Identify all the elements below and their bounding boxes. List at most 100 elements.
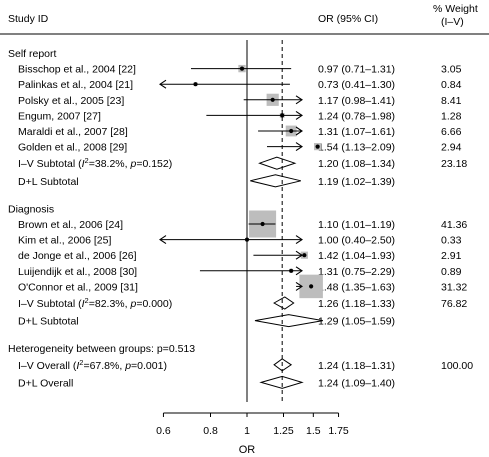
study-1-point-estimate xyxy=(239,66,245,71)
group-heading-1: Diagnosis xyxy=(8,203,54,215)
study-11-ci-arrow-right xyxy=(295,281,303,291)
group-0-subtotal-1-or-ci: 1.19 (1.02–1.39) xyxy=(318,176,395,188)
study-3-or-ci: 1.17 (0.98–1.41) xyxy=(318,95,395,107)
study-10-or-ci: 1.31 (0.75–2.29) xyxy=(318,266,395,278)
study-5-point-estimate xyxy=(289,128,294,134)
study-10-ci-arrow-right xyxy=(295,266,303,276)
study-7-point-estimate xyxy=(260,221,265,227)
x-tick-label-2: 1 xyxy=(244,425,250,437)
overall-0-weight: 100.00 xyxy=(441,360,473,372)
x-axis-label: OR xyxy=(239,444,256,456)
x-tick-label-3: 1.25 xyxy=(273,425,294,437)
study-2-or-ci: 0.73 (0.41–1.30) xyxy=(318,79,395,91)
study-4-ci-arrow-right xyxy=(295,110,303,120)
x-tick-label-4: 1.5 xyxy=(306,425,321,437)
group-0-subtotal-1-diamond xyxy=(250,174,301,188)
study-2-ci-arrow-left xyxy=(159,79,167,89)
i2-symbol: I xyxy=(82,298,85,310)
overall-0-or-ci: 1.24 (1.18–1.31) xyxy=(318,360,395,372)
study-3-ci-arrow-right xyxy=(295,95,303,105)
study-8-label: Kim et al., 2006 [25] xyxy=(18,235,111,247)
group-1-subtotal-1-or-ci: 1.29 (1.05–1.59) xyxy=(318,316,395,328)
i2-symbol: I xyxy=(82,158,85,170)
group-1-subtotal-0-label-i2: =82.3%, xyxy=(89,298,131,310)
study-5-or-ci: 1.31 (1.07–1.61) xyxy=(318,126,395,138)
header-study-id: Study ID xyxy=(8,13,49,25)
study-1-label: Bisschop et al., 2004 [22] xyxy=(18,64,136,76)
group-0-subtotal-0-label-p: =0.152) xyxy=(136,158,172,170)
study-9-or-ci: 1.42 (1.04–1.93) xyxy=(318,250,395,262)
group-0-subtotal-0-diamond xyxy=(258,156,297,170)
study-3-label: Polsky et al., 2005 [23] xyxy=(18,95,124,107)
i2-superscript: 2 xyxy=(79,358,83,367)
group-1-subtotal-0-diamond xyxy=(273,296,295,310)
heterogeneity-between-groups: Heterogeneity between groups: p=0.513 xyxy=(8,343,195,355)
x-tick-label-5: 1.75 xyxy=(328,425,349,437)
header-weight-method: (I–V) xyxy=(441,16,464,28)
study-1-or-ci: 0.97 (0.71–1.31) xyxy=(318,64,395,76)
study-9-ci-arrow-right xyxy=(295,250,303,260)
study-3-point-estimate xyxy=(270,97,275,102)
group-heading-0: Self report xyxy=(8,48,57,60)
study-4-label: Engum, 2007 [27] xyxy=(18,110,101,122)
study-10-label: Luijendijk et al., 2008 [30] xyxy=(18,266,137,278)
study-6-or-ci: 1.54 (1.13–2.09) xyxy=(318,142,395,154)
study-8-weight: 0.33 xyxy=(441,235,462,247)
overall-0-label-p: =0.001) xyxy=(131,360,167,372)
group-0-subtotal-0-label: I–V Subtotal (I2=38.2%, p=0.152) xyxy=(18,156,172,170)
group-0-subtotal-0-or-ci: 1.20 (1.08–1.34) xyxy=(318,158,395,170)
forest-rows: Self report Bisschop et al., 2004 [22] 0.9… xyxy=(8,40,473,402)
study-8-ci-arrow-right xyxy=(295,235,303,245)
i2-symbol: I xyxy=(76,360,79,372)
group-1-subtotal-0-label-p: =0.000) xyxy=(136,298,172,310)
study-2-point-estimate xyxy=(193,82,198,87)
overall-1-diamond xyxy=(259,375,304,389)
study-7-or-ci: 1.10 (1.01–1.19) xyxy=(318,219,395,231)
study-4-weight: 1.28 xyxy=(441,110,462,122)
overall-1-label: D+L Overall xyxy=(18,377,73,389)
study-5-ci-arrow-right xyxy=(295,126,303,136)
study-11-or-ci: 1.48 (1.35–1.63) xyxy=(318,281,395,293)
i2-superscript: 2 xyxy=(85,296,89,305)
study-9-point-estimate xyxy=(302,253,307,258)
study-8-or-ci: 1.00 (0.40–2.50) xyxy=(318,235,395,247)
group-1-subtotal-1-label: D+L Subtotal xyxy=(18,316,79,328)
study-10-point-estimate xyxy=(289,268,294,273)
study-9-label: de Jonge et al., 2006 [26] xyxy=(18,250,137,262)
group-1-subtotal-1-diamond xyxy=(254,314,323,328)
study-11-weight: 31.32 xyxy=(441,281,467,293)
header-or-ci: OR (95% CI) xyxy=(318,13,378,25)
study-11-label: O'Connor et al., 2009 [31] xyxy=(18,281,138,293)
study-4-or-ci: 1.24 (0.78–1.98) xyxy=(318,110,395,122)
study-9-weight: 2.91 xyxy=(441,250,462,262)
study-10-weight: 0.89 xyxy=(441,266,462,278)
overall-1-or-ci: 1.24 (1.09–1.40) xyxy=(318,377,395,389)
group-1-subtotal-0-label: I–V Subtotal (I2=82.3%, p=0.000) xyxy=(18,296,172,310)
x-axis: 0.6 0.8 1 1.25 1.5 1.75 OR xyxy=(156,412,349,456)
group-0-subtotal-0-label-i2: =38.2%, xyxy=(89,158,131,170)
p-symbol: p xyxy=(129,158,136,170)
study-8-ci-arrow-left xyxy=(159,235,167,245)
study-5-weight: 6.66 xyxy=(441,126,462,138)
overall-0-label-prefix: I–V Overall ( xyxy=(18,360,77,372)
x-tick-label-0: 0.6 xyxy=(156,425,171,437)
study-4-point-estimate xyxy=(280,113,285,118)
group-0-subtotal-0-weight: 23.18 xyxy=(441,158,467,170)
overall-0-label-i2: =67.8%, xyxy=(83,360,125,372)
group-1-subtotal-0-or-ci: 1.26 (1.18–1.33) xyxy=(318,298,395,310)
study-6-ci-arrow-right xyxy=(295,142,303,152)
study-7-weight: 41.36 xyxy=(441,219,467,231)
i2-superscript: 2 xyxy=(85,156,89,165)
header-weight: % Weight xyxy=(433,3,478,15)
study-11-point-estimate xyxy=(309,284,314,289)
study-2-weight: 0.84 xyxy=(441,79,462,91)
group-1-subtotal-0-weight: 76.82 xyxy=(441,298,467,310)
study-6-label: Golden et al., 2008 [29] xyxy=(18,142,127,154)
study-7-label: Brown et al., 2006 [24] xyxy=(18,219,123,231)
study-5-label: Maraldi et al., 2007 [28] xyxy=(18,126,128,138)
study-6-weight: 2.94 xyxy=(441,142,462,154)
overall-0-label: I–V Overall (I2=67.8%, p=0.001) xyxy=(18,358,167,372)
group-1-subtotal-0-label-prefix: I–V Subtotal ( xyxy=(18,298,82,310)
study-1-weight: 3.05 xyxy=(441,64,462,76)
